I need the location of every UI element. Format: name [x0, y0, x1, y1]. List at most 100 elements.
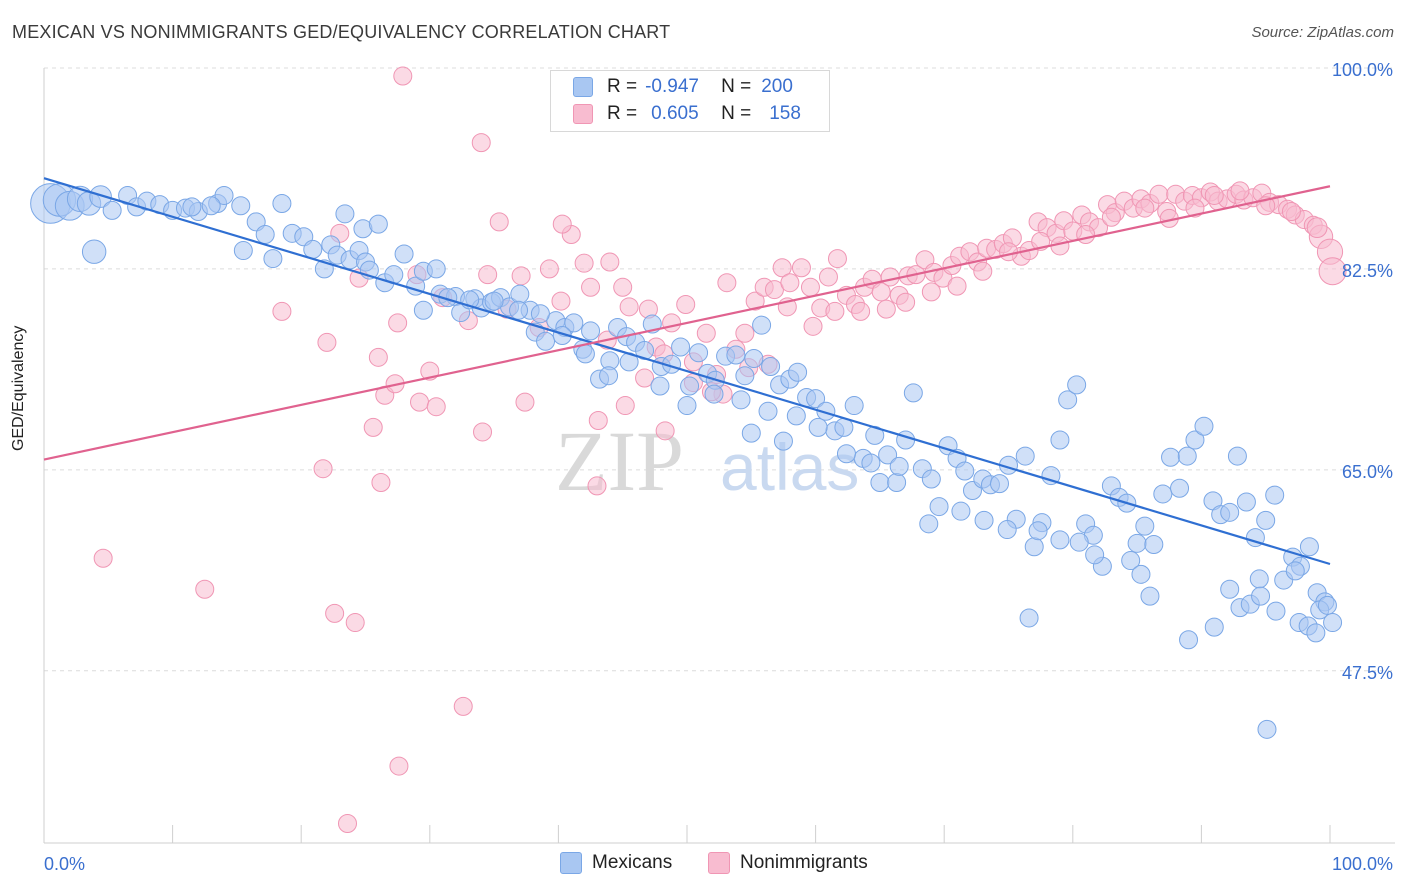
point-mexicans[interactable] [1266, 601, 1286, 621]
point-nonimmigrants[interactable] [1318, 257, 1347, 286]
point-mexicans[interactable] [231, 196, 251, 216]
point-nonimmigrants[interactable] [803, 316, 823, 336]
point-nonimmigrants[interactable] [896, 292, 916, 312]
point-nonimmigrants[interactable] [921, 282, 941, 302]
point-mexicans[interactable] [182, 197, 202, 217]
point-nonimmigrants[interactable] [1149, 184, 1169, 204]
point-mexicans[interactable] [735, 366, 755, 386]
point-nonimmigrants[interactable] [471, 133, 491, 153]
point-mexicans[interactable] [861, 453, 881, 473]
point-mexicans[interactable] [758, 401, 778, 421]
point-mexicans[interactable] [1050, 530, 1070, 550]
point-mexicans[interactable] [680, 376, 700, 396]
point-mexicans[interactable] [974, 510, 994, 530]
point-mexicans[interactable] [255, 224, 275, 244]
point-nonimmigrants[interactable] [772, 258, 792, 278]
point-mexicans[interactable] [1257, 719, 1277, 739]
point-nonimmigrants[interactable] [613, 277, 633, 297]
point-nonimmigrants[interactable] [615, 396, 635, 416]
point-mexicans[interactable] [536, 331, 556, 351]
point-mexicans[interactable] [677, 396, 697, 416]
point-mexicans[interactable] [1236, 492, 1256, 512]
point-mexicans[interactable] [1153, 484, 1173, 504]
point-mexicans[interactable] [599, 366, 619, 386]
point-nonimmigrants[interactable] [551, 291, 571, 311]
point-mexicans[interactable] [575, 344, 595, 364]
point-mexicans[interactable] [1069, 532, 1089, 552]
point-mexicans[interactable] [102, 200, 122, 220]
point-nonimmigrants[interactable] [587, 476, 607, 496]
point-mexicans[interactable] [878, 445, 898, 465]
point-nonimmigrants[interactable] [825, 301, 845, 321]
point-mexicans[interactable] [510, 284, 530, 304]
point-mexicans[interactable] [1220, 579, 1240, 599]
point-mexicans[interactable] [919, 514, 939, 534]
point-nonimmigrants[interactable] [272, 301, 292, 321]
point-mexicans[interactable] [263, 249, 283, 269]
point-nonimmigrants[interactable] [388, 313, 408, 333]
point-mexicans[interactable] [1251, 586, 1271, 606]
point-nonimmigrants[interactable] [1204, 185, 1224, 205]
point-mexicans[interactable] [1185, 430, 1205, 450]
point-mexicans[interactable] [201, 196, 221, 216]
point-mexicans[interactable] [741, 423, 761, 443]
point-nonimmigrants[interactable] [1135, 198, 1155, 218]
point-mexicans[interactable] [1227, 446, 1247, 466]
point-nonimmigrants[interactable] [410, 392, 430, 412]
point-mexicans[interactable] [921, 469, 941, 489]
point-mexicans[interactable] [951, 501, 971, 521]
legend-item-nonimmigrants[interactable]: Nonimmigrants [708, 852, 868, 874]
point-nonimmigrants[interactable] [588, 410, 608, 430]
point-mexicans[interactable] [530, 304, 550, 324]
point-nonimmigrants[interactable] [1076, 224, 1096, 244]
point-mexicans[interactable] [808, 417, 828, 437]
point-mexicans[interactable] [303, 239, 323, 259]
point-mexicans[interactable] [1170, 478, 1190, 498]
point-mexicans[interactable] [1323, 613, 1343, 633]
point-mexicans[interactable] [89, 185, 112, 208]
point-nonimmigrants[interactable] [515, 392, 535, 412]
point-mexicans[interactable] [870, 472, 890, 492]
point-nonimmigrants[interactable] [619, 297, 639, 317]
point-mexicans[interactable] [997, 520, 1017, 540]
point-mexicans[interactable] [752, 315, 772, 335]
point-mexicans[interactable] [1256, 510, 1276, 530]
point-mexicans[interactable] [1204, 617, 1224, 637]
point-nonimmigrants[interactable] [337, 813, 357, 833]
point-mexicans[interactable] [335, 204, 355, 224]
point-mexicans[interactable] [214, 185, 234, 205]
point-nonimmigrants[interactable] [453, 696, 473, 716]
point-mexicans[interactable] [1028, 521, 1048, 541]
point-mexicans[interactable] [1058, 390, 1078, 410]
point-nonimmigrants[interactable] [780, 273, 800, 293]
point-mexicans[interactable] [929, 497, 949, 517]
legend-item-mexicans[interactable]: Mexicans [560, 852, 672, 874]
point-mexicans[interactable] [1127, 533, 1147, 553]
point-mexicans[interactable] [509, 300, 529, 320]
point-nonimmigrants[interactable] [539, 259, 559, 279]
point-mexicans[interactable] [581, 321, 601, 341]
point-nonimmigrants[interactable] [552, 214, 572, 234]
point-mexicans[interactable] [1019, 608, 1039, 628]
point-nonimmigrants[interactable] [635, 368, 655, 388]
point-mexicans[interactable] [887, 472, 907, 492]
point-nonimmigrants[interactable] [1281, 202, 1301, 222]
source-label[interactable]: Source: ZipAtlas.com [1251, 24, 1394, 41]
point-nonimmigrants[interactable] [947, 276, 967, 296]
point-nonimmigrants[interactable] [478, 265, 498, 285]
point-mexicans[interactable] [233, 241, 253, 261]
point-nonimmigrants[interactable] [717, 273, 737, 293]
point-nonimmigrants[interactable] [851, 301, 871, 321]
point-mexicans[interactable] [889, 456, 909, 476]
point-nonimmigrants[interactable] [696, 323, 716, 343]
point-nonimmigrants[interactable] [745, 291, 765, 311]
point-nonimmigrants[interactable] [317, 332, 337, 352]
point-mexicans[interactable] [1249, 569, 1269, 589]
point-nonimmigrants[interactable] [655, 421, 675, 441]
point-nonimmigrants[interactable] [473, 422, 493, 442]
point-nonimmigrants[interactable] [735, 323, 755, 343]
point-nonimmigrants[interactable] [93, 548, 113, 568]
point-nonimmigrants[interactable] [800, 277, 820, 297]
point-nonimmigrants[interactable] [489, 212, 509, 232]
point-mexicans[interactable] [786, 406, 806, 426]
